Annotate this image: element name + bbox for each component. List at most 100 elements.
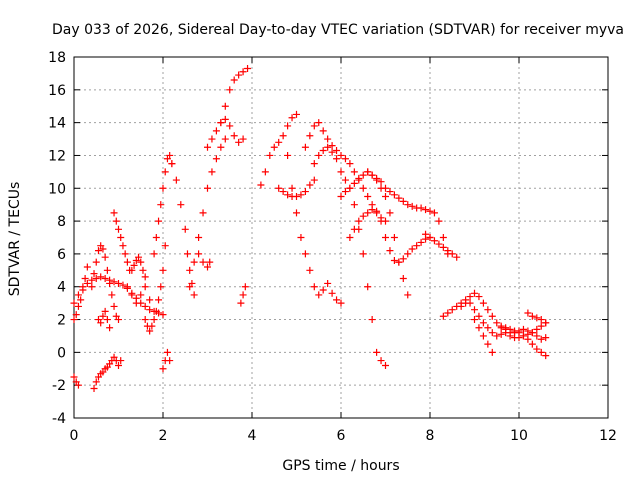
data-point (279, 188, 287, 196)
data-point (159, 266, 167, 274)
data-point (479, 332, 487, 340)
data-point (159, 184, 167, 192)
data-point (364, 168, 372, 176)
data-point (208, 168, 216, 176)
data-point (528, 340, 536, 348)
data-point (377, 178, 385, 186)
data-point (310, 122, 318, 130)
data-point (92, 378, 100, 386)
data-point (230, 132, 238, 140)
data-point (350, 201, 358, 209)
data-point (199, 209, 207, 217)
data-point (444, 247, 452, 255)
data-point (386, 247, 394, 255)
data-point (408, 202, 416, 210)
data-point (163, 348, 171, 356)
data-point (115, 361, 122, 369)
data-point (88, 276, 96, 284)
axis-ticks (73, 56, 609, 419)
data-point (537, 348, 545, 356)
data-point (92, 275, 100, 283)
data-point (328, 142, 336, 150)
data-point (190, 291, 198, 299)
data-point (204, 263, 211, 271)
data-point (386, 188, 394, 196)
data-point (382, 234, 389, 241)
data-point (293, 110, 300, 118)
series-s3 (70, 373, 82, 389)
data-point (70, 299, 78, 307)
data-point (386, 209, 394, 217)
data-point (533, 314, 541, 322)
x-tick-label: 2 (159, 428, 168, 444)
data-point (341, 155, 349, 163)
data-point (241, 283, 249, 291)
data-point (150, 316, 158, 324)
data-point (146, 327, 154, 335)
data-point (435, 217, 443, 225)
data-point (168, 160, 176, 168)
data-point (528, 312, 536, 320)
data-point (159, 311, 167, 319)
data-point (333, 155, 341, 163)
data-point (141, 273, 149, 281)
data-point (404, 201, 412, 209)
series-s12 (159, 348, 174, 373)
data-point (426, 207, 434, 215)
series-s20 (275, 176, 318, 200)
data-point (212, 127, 220, 135)
data-point (150, 250, 158, 258)
series-s27 (422, 230, 461, 261)
data-point (297, 191, 305, 199)
data-point (341, 188, 349, 196)
data-point (430, 237, 438, 245)
data-point (453, 253, 461, 261)
data-point (146, 296, 154, 304)
data-point (471, 316, 478, 324)
data-point (301, 188, 309, 196)
data-point (319, 127, 327, 135)
data-point (324, 279, 332, 287)
data-point (306, 132, 314, 140)
data-point (121, 250, 129, 258)
data-point (301, 143, 309, 151)
data-point (462, 299, 470, 307)
data-point (103, 316, 111, 324)
data-point (221, 102, 229, 110)
data-point (475, 293, 483, 301)
series-s18 (237, 283, 249, 307)
data-point (337, 151, 345, 159)
data-point (159, 365, 167, 373)
data-point (155, 217, 163, 225)
data-point (382, 184, 389, 192)
series-s19 (257, 110, 300, 189)
data-point (70, 373, 78, 381)
data-point (306, 266, 314, 274)
data-point (181, 225, 189, 233)
data-point (533, 345, 541, 353)
data-point (346, 184, 354, 192)
data-point (502, 324, 510, 332)
data-point (399, 255, 407, 263)
data-point (471, 306, 478, 314)
data-points (70, 64, 550, 392)
data-point (115, 279, 122, 287)
data-point (524, 309, 532, 317)
data-point (390, 191, 398, 199)
data-point (422, 230, 430, 238)
data-point (166, 357, 174, 365)
series-s21 (284, 151, 345, 307)
data-point (324, 143, 332, 151)
data-point (373, 348, 381, 356)
y-tick-label: 12 (48, 148, 66, 164)
data-point (119, 281, 127, 289)
data-point (537, 316, 545, 324)
data-point (72, 311, 80, 319)
data-point (115, 316, 122, 324)
data-point (422, 206, 430, 214)
series-s4 (90, 353, 125, 392)
data-point (333, 296, 341, 304)
data-point (319, 286, 327, 294)
data-point (221, 115, 229, 123)
